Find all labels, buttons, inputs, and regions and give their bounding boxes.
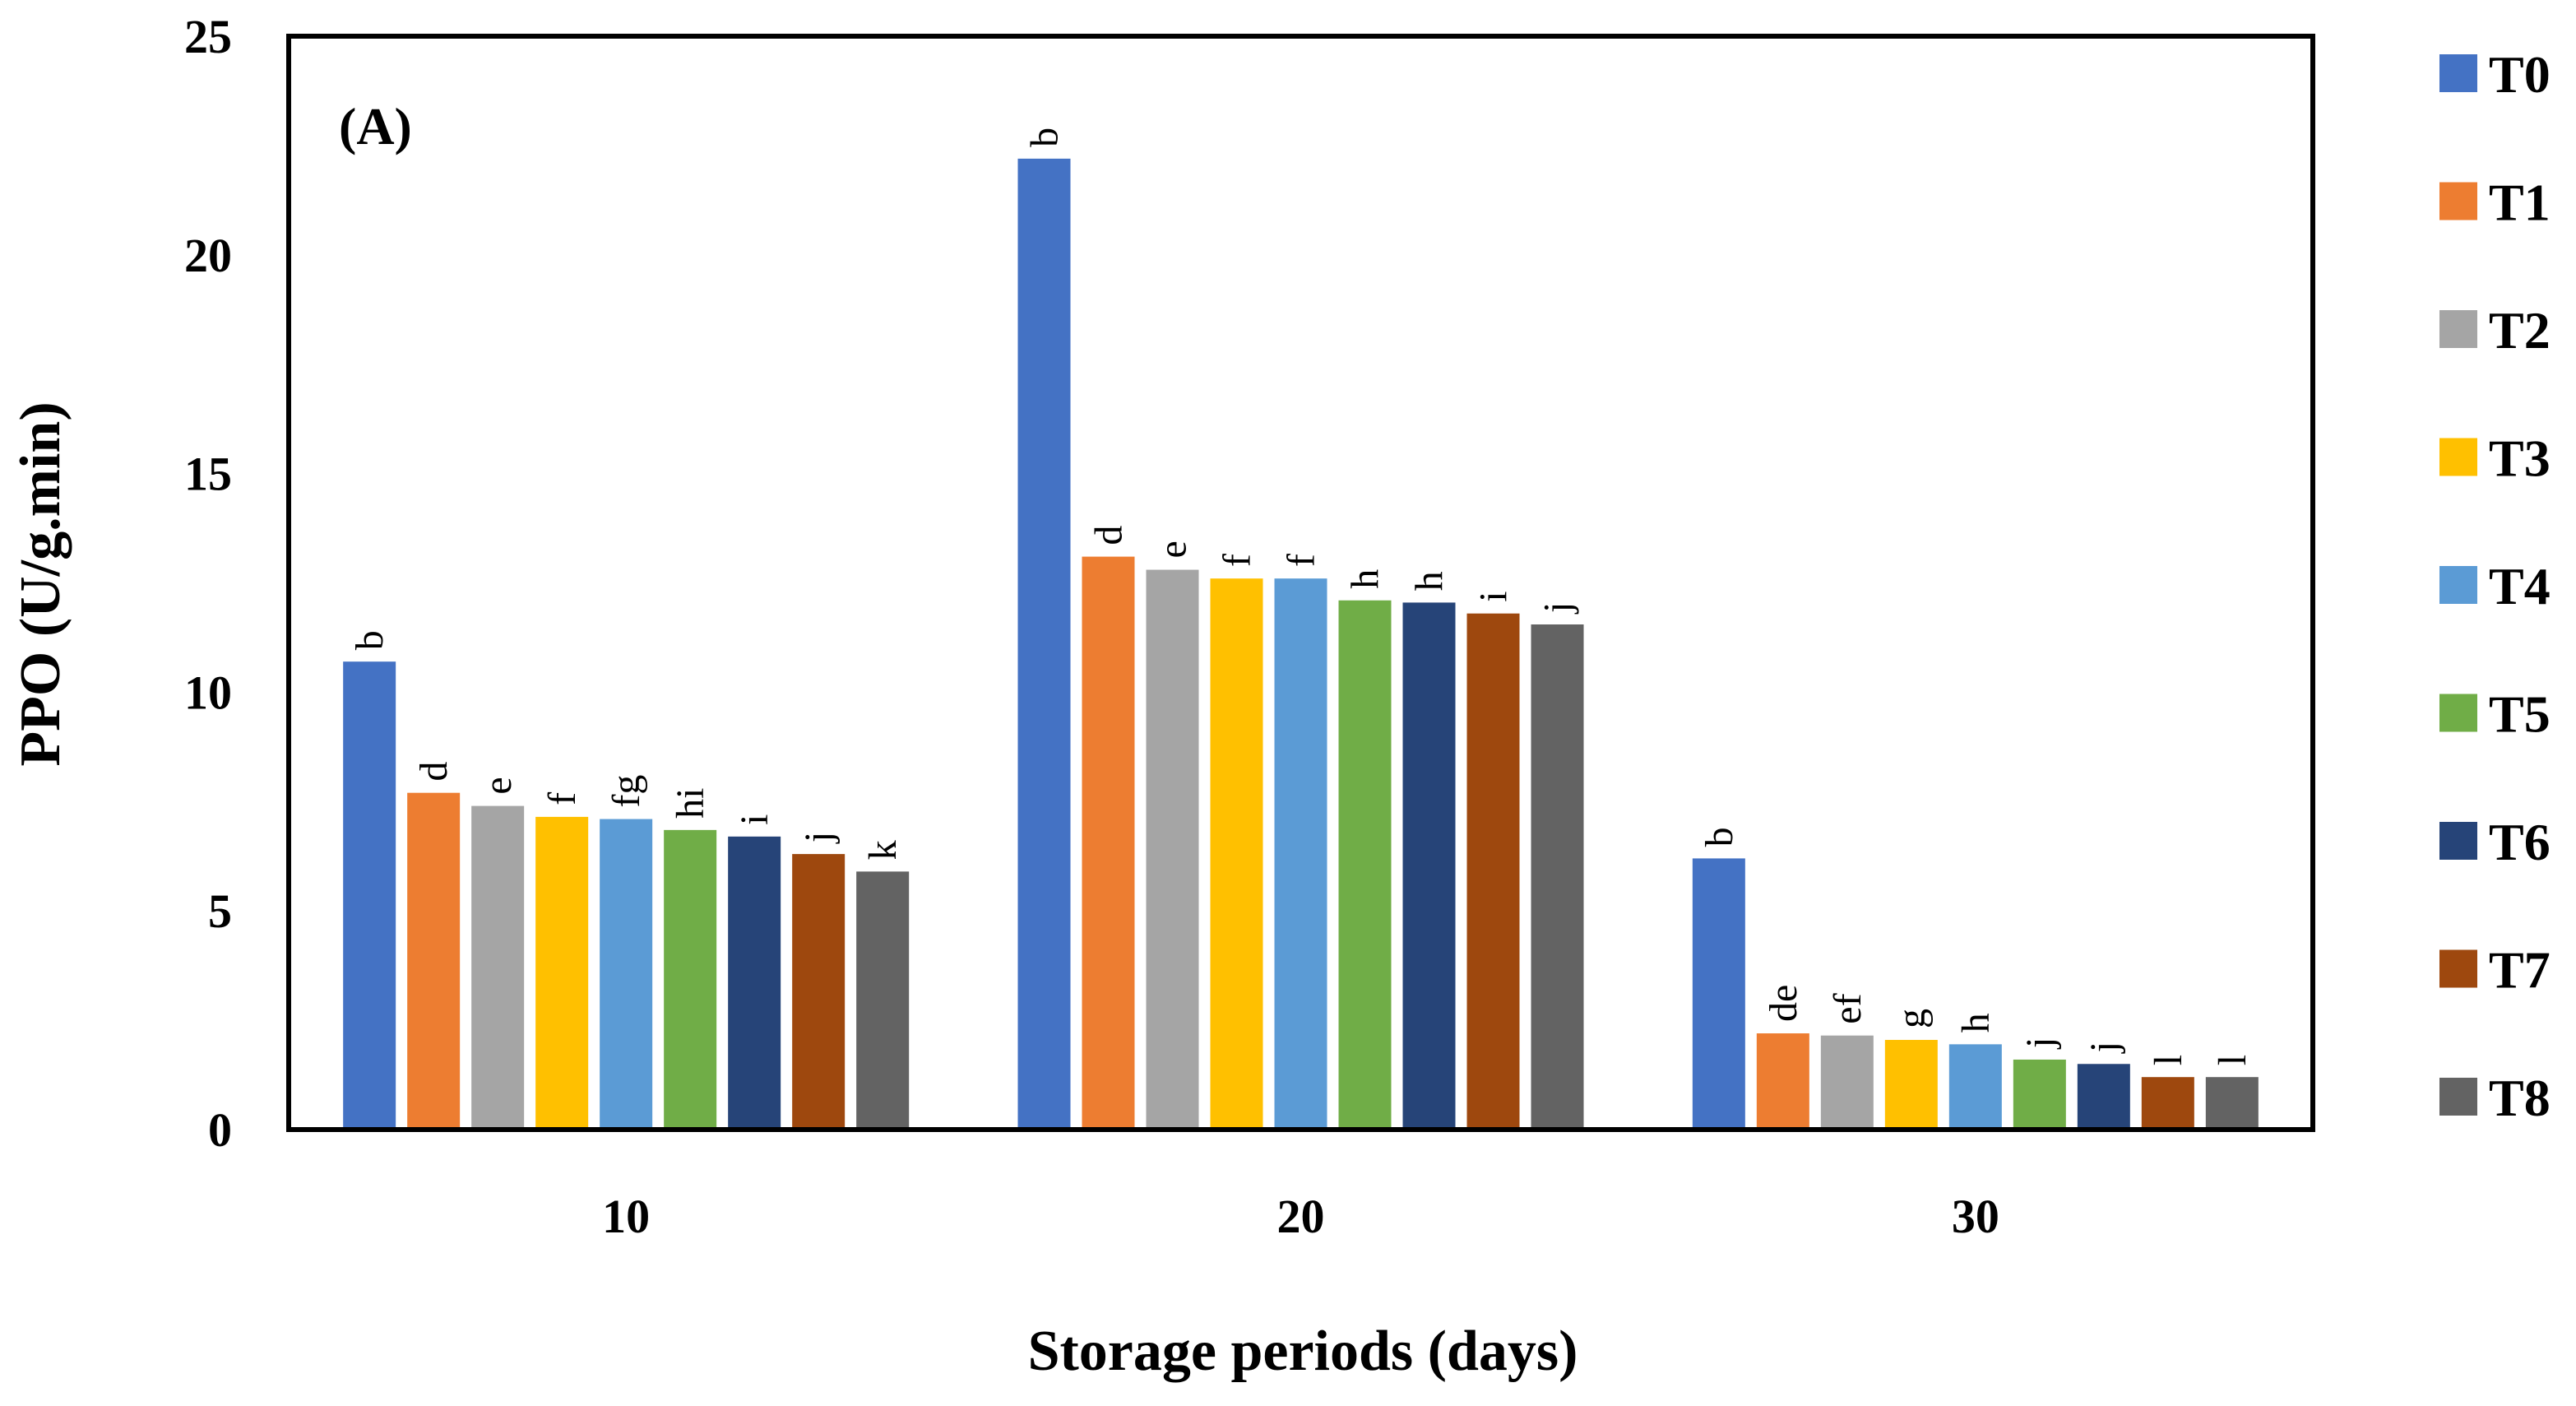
significance-label: d <box>412 762 456 782</box>
bar-T5-day-20 <box>1338 600 1392 1130</box>
legend-label-T0: T0 <box>2489 45 2551 104</box>
legend-label-T7: T7 <box>2489 941 2551 1000</box>
x-tick-label: 20 <box>1277 1190 1325 1243</box>
bar-T4-day-10 <box>600 819 653 1130</box>
bar-T8-day-30 <box>2205 1077 2259 1130</box>
bar-T3-day-30 <box>1884 1040 1938 1130</box>
bar-T0-day-30 <box>1692 858 1745 1130</box>
significance-label: j <box>2018 1037 2062 1050</box>
legend-swatch-T4 <box>2439 566 2477 604</box>
legend-swatch-T7 <box>2439 949 2477 988</box>
significance-label: l <box>2211 1055 2254 1065</box>
significance-label: i <box>1472 591 1516 601</box>
legend-swatch-T0 <box>2439 54 2477 92</box>
y-tick-label: 25 <box>184 10 232 63</box>
legend-label-T8: T8 <box>2489 1069 2551 1127</box>
significance-label: e <box>476 777 520 794</box>
significance-label: b <box>1698 827 1741 847</box>
plot-area-frame <box>286 34 2315 1132</box>
y-tick-label: 15 <box>184 448 232 501</box>
significance-label: f <box>1280 554 1323 567</box>
significance-label: j <box>2083 1042 2126 1054</box>
bar-T3-day-10 <box>535 816 589 1130</box>
legend-swatch-T2 <box>2439 310 2477 348</box>
significance-label: e <box>1151 541 1195 558</box>
y-tick-label: 20 <box>184 229 232 282</box>
significance-label: h <box>1408 571 1452 591</box>
bar-T2-day-30 <box>1820 1035 1874 1130</box>
significance-label: g <box>1890 1009 1934 1028</box>
x-tick-label: 10 <box>602 1190 650 1243</box>
legend-label-T3: T3 <box>2489 429 2551 488</box>
legend-swatch-T1 <box>2439 182 2477 220</box>
significance-label: l <box>2147 1055 2190 1065</box>
bar-T6-day-20 <box>1402 602 1456 1130</box>
x-tick-label: 30 <box>1952 1190 1999 1243</box>
significance-label: de <box>1762 985 1805 1022</box>
bar-T1-day-10 <box>407 792 461 1130</box>
significance-label: b <box>348 630 391 650</box>
significance-label: d <box>1087 526 1131 545</box>
legend-swatch-T5 <box>2439 694 2477 732</box>
legend: T0 T1 T2 T3 T4 T5 T6 T7 T8 <box>2439 45 2551 1127</box>
bar-T2-day-20 <box>1146 569 1199 1130</box>
bar-T4-day-30 <box>1948 1044 2002 1130</box>
y-tick-label: 10 <box>184 666 232 719</box>
y-tick-label: 5 <box>208 884 232 938</box>
bar-T8-day-20 <box>1531 624 1584 1130</box>
bar-T0-day-20 <box>1017 158 1071 1130</box>
legend-label-T6: T6 <box>2489 813 2551 871</box>
bar-T1-day-30 <box>1756 1033 1809 1130</box>
legend-label-T1: T1 <box>2489 174 2551 232</box>
legend-label-T4: T4 <box>2489 557 2551 615</box>
bar-T1-day-20 <box>1082 556 1135 1130</box>
significance-label: f <box>540 792 584 805</box>
significance-label: f <box>1216 554 1259 567</box>
significance-label: i <box>733 814 776 824</box>
significance-label: b <box>1023 128 1067 147</box>
significance-label: h <box>1954 1013 1998 1032</box>
bar-T3-day-20 <box>1210 578 1263 1130</box>
x-axis-title: Storage periods (days) <box>1028 1320 1578 1383</box>
significance-label: h <box>1344 569 1388 589</box>
bar-T7-day-20 <box>1466 613 1520 1130</box>
significance-label: fg <box>605 775 648 808</box>
y-axis-title: PPO (U/g.min) <box>9 401 72 766</box>
legend-label-T5: T5 <box>2489 685 2551 744</box>
bar-T2-day-10 <box>471 805 525 1130</box>
bars-layer <box>343 158 2259 1130</box>
bar-T6-day-30 <box>2077 1064 2130 1130</box>
y-tick-label: 0 <box>208 1103 232 1157</box>
legend-swatch-T8 <box>2439 1078 2477 1116</box>
legend-swatch-T3 <box>2439 438 2477 476</box>
bar-T8-day-10 <box>856 871 910 1130</box>
bar-T5-day-10 <box>664 829 717 1130</box>
legend-swatch-T6 <box>2439 822 2477 860</box>
bar-T5-day-30 <box>2013 1059 2066 1130</box>
y-axis-ticks: 0 5 10 15 20 25 <box>184 10 232 1157</box>
x-axis-ticks: 10 20 30 <box>602 1190 1999 1243</box>
significance-label: ef <box>1826 993 1869 1023</box>
bar-T0-day-10 <box>343 661 396 1130</box>
bar-T6-day-10 <box>728 836 781 1130</box>
bar-T7-day-10 <box>792 854 846 1130</box>
bar-T7-day-30 <box>2141 1077 2194 1130</box>
significance-label: k <box>861 840 905 860</box>
significance-label: j <box>1536 602 1580 615</box>
panel-label: (A) <box>339 97 412 155</box>
bar-T4-day-20 <box>1274 578 1327 1130</box>
legend-label-T2: T2 <box>2489 301 2551 360</box>
significance-label: hi <box>669 788 712 819</box>
significance-label: j <box>797 832 841 844</box>
